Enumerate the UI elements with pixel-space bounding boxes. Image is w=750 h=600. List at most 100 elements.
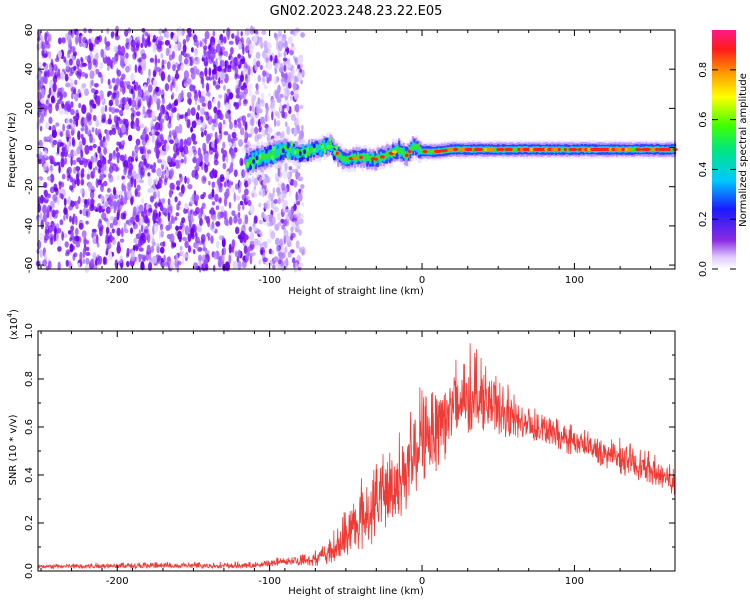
noise-mark — [152, 242, 156, 246]
noise-mark — [156, 182, 162, 189]
noise-mark — [167, 155, 172, 163]
noise-mark — [46, 69, 50, 78]
noise-mark — [62, 233, 68, 239]
signal-onset-mark — [304, 153, 308, 159]
noise-mark — [69, 215, 72, 223]
noise-mark — [255, 83, 259, 91]
noise-mark — [135, 41, 140, 52]
noise-mark — [263, 45, 268, 51]
signal-onset-mark — [290, 141, 293, 147]
noise-mark — [136, 184, 141, 191]
noise-mark — [39, 232, 44, 241]
noise-mark — [82, 42, 87, 48]
noise-mark — [132, 52, 137, 60]
noise-mark — [187, 233, 192, 243]
noise-mark — [145, 147, 149, 157]
noise-mark — [189, 216, 194, 223]
noise-mark — [107, 200, 111, 206]
noise-mark — [292, 67, 295, 76]
noise-mark — [292, 30, 298, 37]
noise-mark — [52, 82, 57, 93]
noise-mark — [175, 142, 180, 152]
noise-mark — [138, 179, 144, 184]
noise-mark — [151, 167, 156, 173]
noise-mark — [60, 181, 65, 188]
noise-mark — [121, 96, 127, 106]
noise-mark — [142, 105, 146, 115]
noise-mark — [152, 44, 157, 53]
noise-mark — [235, 183, 240, 190]
noise-mark — [155, 212, 159, 219]
y-tick-label: -40 — [24, 218, 35, 234]
noise-mark — [258, 127, 262, 133]
signal-onset-mark — [326, 144, 330, 150]
noise-mark — [190, 126, 194, 133]
noise-mark — [40, 84, 46, 90]
noise-mark — [201, 238, 205, 245]
noise-mark — [205, 76, 210, 81]
signal-onset-mark — [249, 165, 253, 170]
noise-mark — [41, 75, 47, 83]
noise-mark — [224, 92, 227, 103]
y-tick-label: -60 — [24, 257, 35, 273]
signal-onset-mark — [267, 157, 271, 163]
noise-mark — [277, 51, 281, 59]
noise-mark — [69, 237, 72, 242]
signal-core-mark — [627, 147, 632, 152]
noise-mark — [226, 170, 230, 180]
noise-mark — [147, 74, 151, 85]
noise-mark — [298, 229, 302, 236]
noise-mark — [200, 206, 204, 216]
noise-mark — [84, 239, 89, 244]
noise-mark — [184, 155, 187, 165]
noise-mark — [211, 214, 217, 221]
noise-mark — [56, 237, 62, 247]
noise-mark — [174, 216, 178, 221]
noise-mark — [284, 162, 288, 171]
noise-mark — [273, 199, 278, 204]
noise-mark — [90, 99, 95, 106]
noise-mark — [191, 193, 196, 202]
noise-mark — [248, 43, 254, 52]
signal-onset-mark — [255, 155, 259, 161]
signal-core-mark — [535, 147, 540, 152]
noise-mark — [184, 112, 188, 117]
signal-onset-mark — [323, 149, 327, 154]
noise-mark — [109, 129, 113, 136]
noise-mark — [130, 256, 135, 262]
noise-mark — [98, 133, 102, 141]
noise-mark — [243, 87, 249, 95]
noise-mark — [64, 73, 69, 82]
noise-mark — [51, 209, 56, 218]
noise-mark — [266, 238, 272, 244]
noise-mark — [230, 186, 236, 193]
noise-mark — [103, 140, 108, 148]
noise-mark — [290, 226, 294, 233]
noise-mark — [237, 260, 242, 271]
noise-mark — [93, 54, 98, 60]
noise-mark — [233, 102, 237, 107]
noise-mark — [218, 197, 222, 203]
noise-mark — [135, 117, 140, 127]
x-tick-label: -200 — [106, 275, 129, 286]
noise-mark — [69, 78, 74, 88]
noise-mark — [274, 237, 280, 246]
noise-mark — [45, 99, 49, 105]
noise-mark — [121, 59, 125, 69]
x-tick-label: 0 — [419, 275, 425, 286]
noise-mark — [89, 105, 93, 114]
noise-mark — [44, 229, 48, 235]
noise-mark — [229, 165, 234, 173]
noise-mark — [75, 235, 80, 242]
noise-mark — [189, 209, 193, 215]
noise-mark — [171, 129, 177, 137]
noise-mark — [115, 122, 120, 130]
noise-mark — [121, 85, 126, 95]
noise-mark — [257, 236, 263, 242]
noise-mark — [274, 62, 278, 70]
x-tick-label: -100 — [258, 275, 281, 286]
noise-mark — [43, 182, 48, 189]
noise-mark — [193, 34, 198, 43]
noise-mark — [150, 245, 155, 253]
noise-mark — [159, 246, 165, 254]
